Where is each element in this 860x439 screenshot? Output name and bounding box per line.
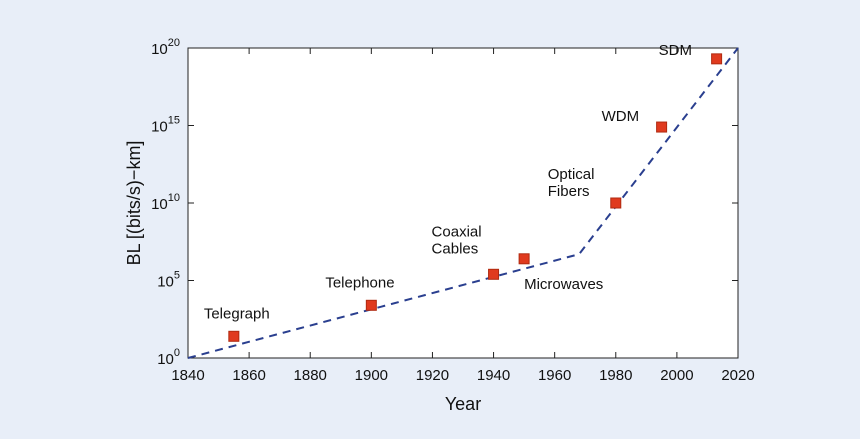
y-tick-label: 100 <box>157 347 180 368</box>
x-tick-label: 2000 <box>660 367 693 384</box>
label-microwaves: Microwaves <box>524 276 603 293</box>
x-tick-label: 1920 <box>416 367 449 384</box>
label-wdm: WDM <box>602 108 640 125</box>
label-sdm: SDM <box>659 42 692 59</box>
marker-telephone <box>365 299 377 311</box>
marker-optical-fibers <box>610 197 622 209</box>
x-axis: 1840 1860 1880 1900 1920 1940 1960 1980 2000 2020 <box>171 48 755 384</box>
y-axis-title: BL [(bits/s)−km] <box>124 141 144 266</box>
y-tick-label: 1015 <box>151 115 180 136</box>
y-tick-label: 105 <box>157 270 180 291</box>
x-tick-label: 1840 <box>171 367 204 384</box>
trend-line <box>187 47 739 359</box>
label-coaxial-cables: Coaxial Cables <box>432 223 482 257</box>
point-labels: Telegraph Telephone Coaxial Cables Microwave… <box>204 42 692 322</box>
marker-microwaves <box>518 253 530 265</box>
x-tick-label: 1980 <box>599 367 632 384</box>
x-tick-label: 1940 <box>477 367 510 384</box>
marker-telegraph <box>228 330 240 342</box>
x-tick-label: 1860 <box>232 367 265 384</box>
y-tick-label: 1010 <box>151 192 180 213</box>
marker-coaxial-cables <box>488 268 500 280</box>
label-telegraph: Telegraph <box>204 305 270 322</box>
marker-wdm <box>656 121 668 133</box>
x-tick-label: 1900 <box>355 367 388 384</box>
x-tick-label: 1960 <box>538 367 571 384</box>
x-axis-title: Year <box>445 394 481 414</box>
y-tick-label: 1020 <box>151 37 180 58</box>
data-markers <box>228 53 723 342</box>
label-optical-fibers: Optical Fibers <box>548 166 595 200</box>
x-tick-label: 2020 <box>721 367 754 384</box>
x-tick-label: 1880 <box>294 367 327 384</box>
plot-area <box>187 47 739 359</box>
marker-sdm <box>711 53 723 65</box>
label-telephone: Telephone <box>325 274 394 291</box>
